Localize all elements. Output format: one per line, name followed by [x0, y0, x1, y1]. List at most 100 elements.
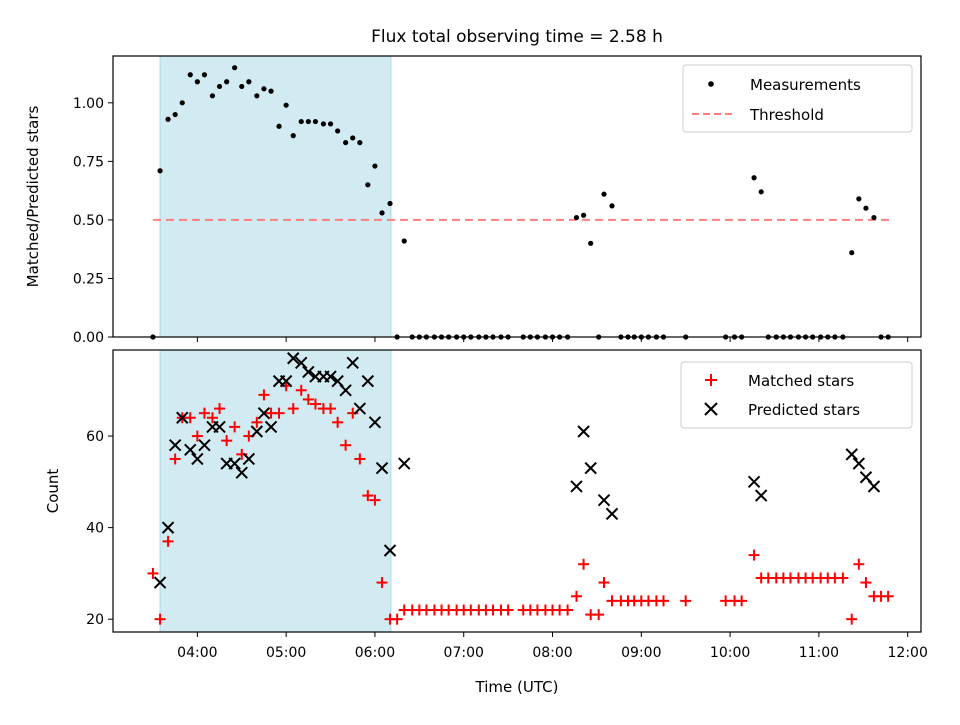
measurement-point	[588, 240, 594, 246]
matched-point	[302, 393, 314, 405]
y-tick-label: 0.00	[73, 330, 104, 346]
y-tick-label: 60	[86, 429, 104, 445]
predicted-point	[597, 493, 611, 507]
predicted-point	[228, 457, 241, 470]
matched-point	[593, 609, 605, 621]
matched-point	[354, 453, 366, 465]
x-tick-label: 10:00	[710, 645, 750, 661]
predicted-point	[295, 356, 308, 370]
y-tick-label: 40	[86, 521, 104, 537]
predicted-point	[346, 356, 359, 370]
predicted-point-stroke	[287, 352, 300, 365]
x-tick-label: 04:00	[177, 645, 217, 661]
predicted-point-stroke	[257, 406, 271, 420]
matched-point	[169, 453, 181, 465]
x-tick-label: 09:00	[621, 645, 661, 661]
count-axis-label: Count	[44, 469, 62, 514]
measurement-point	[357, 140, 363, 146]
predicted-point-stroke	[184, 443, 197, 457]
measurement-point	[856, 196, 862, 202]
matched-point	[736, 595, 748, 607]
measurement-point	[849, 250, 855, 256]
matched-point	[340, 439, 352, 451]
legend-threshold-label: Threshold	[749, 106, 824, 124]
legend-matched-marker	[705, 374, 717, 386]
predicted-point-stroke	[168, 439, 182, 452]
matched-point	[325, 403, 337, 415]
matched-point	[658, 595, 670, 607]
panel-counts-frame	[112, 349, 922, 633]
predicted-point-stroke	[570, 480, 583, 493]
predicted-point-stroke	[213, 420, 226, 434]
measurement-point	[751, 175, 757, 181]
measurement-point	[580, 212, 587, 218]
predicted-point	[257, 406, 271, 420]
matched-point	[309, 398, 321, 410]
chart-title: Flux total observing time = 2.58 h	[371, 27, 663, 47]
predicted-point-stroke	[346, 356, 359, 370]
matched-point	[570, 590, 582, 602]
measurement-point	[232, 65, 238, 71]
matched-point	[578, 558, 590, 570]
predicted-point	[184, 443, 197, 457]
matched-point	[214, 403, 226, 415]
matched-point	[369, 494, 381, 506]
counts-legend-box	[680, 361, 913, 429]
matched-point	[147, 567, 159, 579]
measurement-point	[283, 102, 289, 108]
measurement-point	[157, 168, 163, 174]
predicted-point	[153, 576, 167, 589]
predicted-point	[324, 370, 337, 383]
predicted-point-stroke	[597, 493, 611, 507]
measurement-point	[372, 163, 378, 169]
predicted-point	[339, 384, 352, 397]
predicted-point-stroke	[161, 521, 175, 534]
matched-point	[391, 613, 403, 625]
measurement-point	[305, 118, 311, 125]
matched-point	[846, 613, 858, 625]
predicted-point	[250, 425, 264, 438]
predicted-point-stroke	[324, 370, 337, 383]
measurement-point	[201, 72, 208, 78]
predicted-point	[754, 489, 768, 502]
x-tick-label: 07:00	[444, 645, 484, 661]
predicted-point-stroke	[353, 402, 367, 415]
predicted-point-stroke	[250, 425, 264, 438]
predicted-point-stroke	[584, 461, 597, 475]
predicted-point	[191, 452, 204, 466]
x-tick-label: 08:00	[532, 645, 572, 661]
ratio-legend: Measurements Threshold	[682, 64, 913, 133]
y-tick-label: 0.25	[73, 271, 104, 287]
predicted-point	[845, 448, 858, 461]
matched-point	[154, 613, 166, 625]
predicted-point-stroke	[368, 416, 382, 429]
predicted-point-stroke	[198, 439, 211, 452]
measurement-point	[290, 133, 296, 139]
matched-point	[198, 407, 210, 419]
predicted-point-stroke	[754, 489, 768, 502]
predicted-point	[383, 544, 397, 557]
predicted-point	[361, 374, 375, 388]
predicted-point-stroke	[191, 452, 204, 466]
measurement-point	[239, 83, 245, 90]
matched-point	[376, 577, 388, 589]
legend-predicted-marker	[704, 402, 718, 416]
matched-point	[184, 412, 196, 424]
measurement-point	[216, 83, 223, 90]
matched-point	[229, 421, 241, 433]
measurement-point	[609, 203, 615, 209]
matched-point	[748, 549, 760, 561]
predicted-point-stroke	[747, 475, 761, 489]
y-tick-label: 0.50	[73, 213, 104, 229]
legend-matched-label: Matched stars	[748, 372, 854, 390]
measurement-point	[350, 135, 356, 141]
matched-point	[191, 430, 203, 442]
predicted-point	[176, 411, 189, 424]
measurement-point	[209, 93, 216, 99]
measurement-point	[327, 121, 334, 127]
x-axis-label: Time (UTC)	[475, 678, 559, 696]
matched-point	[295, 384, 307, 396]
ratio-legend-box	[682, 64, 913, 133]
